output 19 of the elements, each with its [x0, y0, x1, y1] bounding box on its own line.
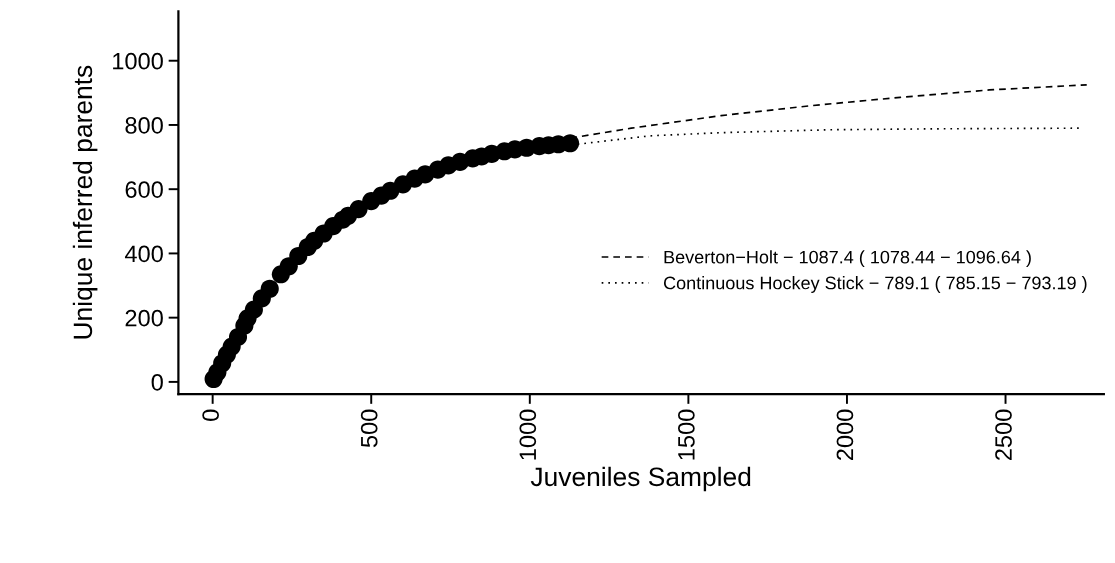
y-tick-label: 600 [125, 181, 163, 198]
legend-label: Continuous Hockey Stick − 789.1 ( 785.15 − 793.19 ) [663, 276, 1087, 293]
y-axis-title: Unique inferred parents [72, 65, 98, 339]
legend-label: Beverton−Holt − 1087.4 ( 1078.44 − 1096.64 ) [664, 250, 1031, 268]
x-axis-title: Juveniles Sampled [530, 466, 751, 492]
x-tick-label: 500 [360, 409, 378, 448]
y-tick-label: 400 [124, 245, 163, 263]
y-tick-label: 0 [151, 373, 163, 391]
y-tick-label: 1000 [113, 52, 163, 70]
x-tick-label: 2500 [995, 409, 1012, 461]
point [561, 134, 580, 153]
point [260, 279, 279, 298]
x-tick-label: 1000 [519, 409, 537, 460]
x-tick-label: 2000 [836, 409, 854, 461]
y-tick-label: 200 [125, 309, 163, 327]
y-tick-label: 800 [125, 117, 163, 134]
x-tick-label: 0 [202, 409, 219, 421]
point [349, 200, 368, 219]
x-tick-label: 1500 [678, 409, 695, 460]
